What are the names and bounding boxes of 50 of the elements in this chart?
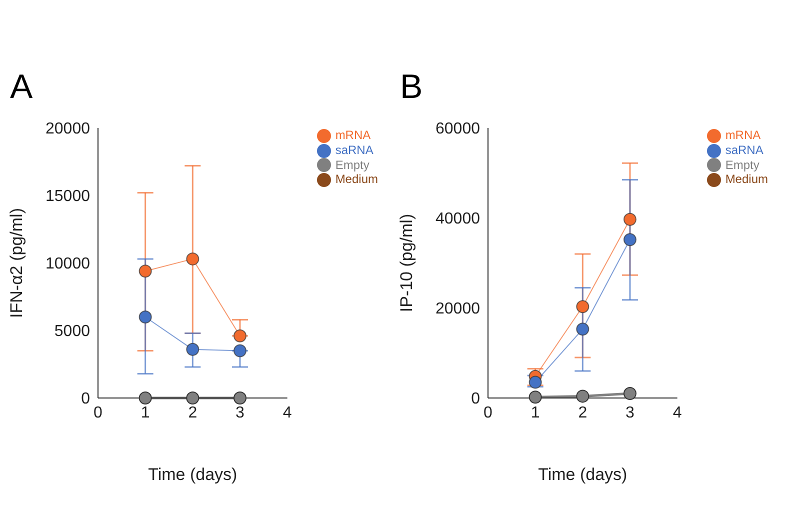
chart-title: A	[10, 68, 33, 107]
y-tick-label: 20000	[46, 120, 90, 138]
x-tick-label: 4	[672, 404, 682, 422]
legend-label: mRNA	[725, 128, 761, 142]
x-tick-label: 3	[236, 404, 245, 422]
point	[528, 376, 542, 389]
point	[233, 392, 246, 404]
point	[138, 310, 152, 324]
point	[233, 329, 246, 342]
x-tick-label: 4	[282, 404, 292, 422]
y-tick-label: 40000	[436, 210, 480, 228]
y-tick-label: 0	[471, 390, 480, 408]
point	[233, 344, 246, 358]
point	[186, 252, 200, 266]
y-tick-label: 10000	[46, 256, 90, 273]
x-axis-title: Time (days)	[148, 465, 238, 484]
y-tick-label: 0	[81, 390, 90, 408]
chart-title: B	[400, 68, 423, 107]
point	[623, 387, 636, 400]
point	[138, 264, 152, 278]
x-tick-label: 0	[94, 404, 103, 422]
point	[623, 233, 636, 246]
y-tick-label: 15000	[46, 188, 90, 206]
y-tick-label: 60000	[436, 120, 480, 138]
x-tick-label: 3	[626, 404, 635, 422]
point	[576, 390, 590, 403]
y-tick-label: 20000	[436, 300, 480, 318]
x-tick-label: 2	[578, 404, 588, 422]
point	[623, 212, 636, 226]
point	[138, 392, 152, 404]
x-axis-title: Time (days)	[538, 465, 628, 484]
y-axis-title: IFN-α2 (pg/ml)	[7, 208, 26, 318]
legend-label: saRNA	[725, 142, 764, 157]
legend-label: saRNA	[335, 142, 374, 157]
legend-label: Empty	[725, 158, 760, 172]
x-tick-label: 1	[140, 404, 150, 422]
point	[186, 392, 200, 404]
point	[528, 390, 542, 404]
legend-label: Medium	[335, 172, 378, 186]
x-tick-label: 1	[530, 404, 540, 422]
x-tick-label: 0	[484, 404, 493, 422]
point	[186, 342, 200, 356]
x-tick-label: 2	[188, 404, 198, 422]
point	[576, 322, 590, 336]
point	[576, 300, 590, 314]
legend-label: mRNA	[335, 128, 371, 142]
y-tick-label: 5000	[54, 323, 90, 340]
legend-label: Empty	[335, 158, 370, 172]
legend-label: Medium	[725, 172, 768, 186]
y-axis-title: IP-10 (pg/ml)	[397, 214, 416, 312]
